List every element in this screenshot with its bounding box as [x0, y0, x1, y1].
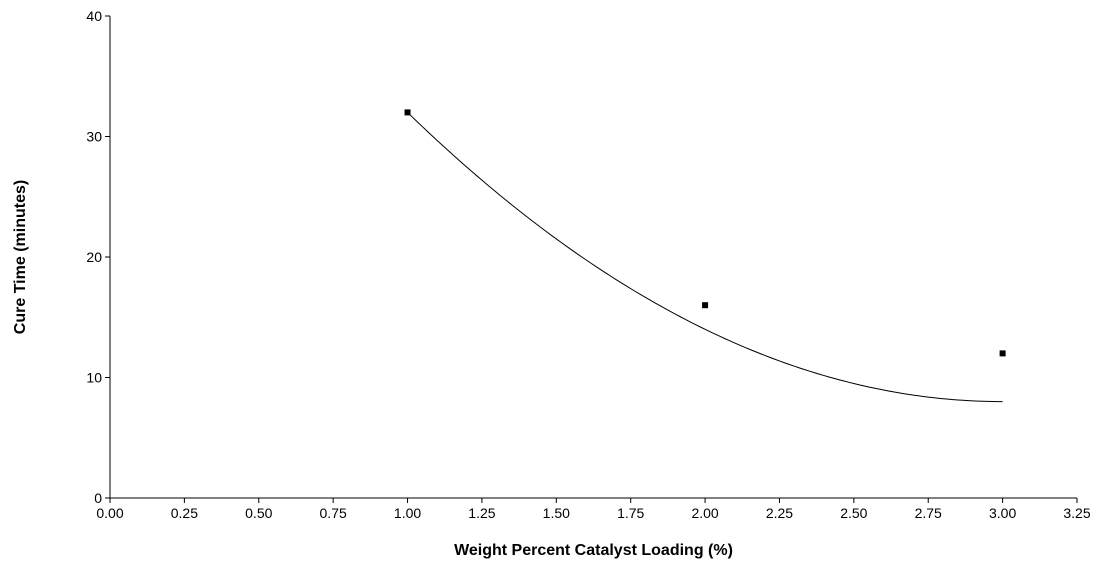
x-tick-label: 0.75 [320, 505, 347, 521]
y-tick-label: 40 [86, 8, 102, 24]
data-point [999, 350, 1006, 357]
axes [109, 16, 1077, 499]
x-tick-label: 0.00 [96, 505, 123, 521]
y-tick-label: 10 [86, 370, 102, 386]
x-tick-label: 2.50 [840, 505, 867, 521]
x-tick-label: 2.25 [766, 505, 793, 521]
y-tick-label: 20 [86, 249, 102, 265]
y-tick-label: 30 [86, 129, 102, 145]
x-tick-label: 2.00 [691, 505, 718, 521]
y-ticks: 0 10 20 30 40 [86, 8, 110, 506]
x-axis-title: Weight Percent Catalyst Loading (%) [454, 542, 733, 559]
fit-curve [407, 112, 1003, 403]
data-points [404, 109, 1006, 357]
x-tick-label: 3.00 [989, 505, 1016, 521]
x-tick-label: 1.50 [543, 505, 570, 521]
x-tick-label: 2.75 [915, 505, 942, 521]
y-tick-label: 0 [94, 490, 102, 506]
data-point [404, 109, 411, 116]
x-tick-label: 1.25 [468, 505, 495, 521]
y-axis-title: Cure Time (minutes) [12, 180, 29, 334]
data-point [702, 302, 709, 309]
x-tick-label: 0.25 [171, 505, 198, 521]
x-tick-label: 1.75 [617, 505, 644, 521]
x-ticks: 0.00 0.25 0.50 0.75 1.00 1.25 1.50 1.75 2.00 2.25… [96, 498, 1091, 521]
x-tick-label: 1.00 [394, 505, 421, 521]
x-tick-label: 0.50 [245, 505, 272, 521]
x-tick-label: 3.25 [1063, 505, 1090, 521]
